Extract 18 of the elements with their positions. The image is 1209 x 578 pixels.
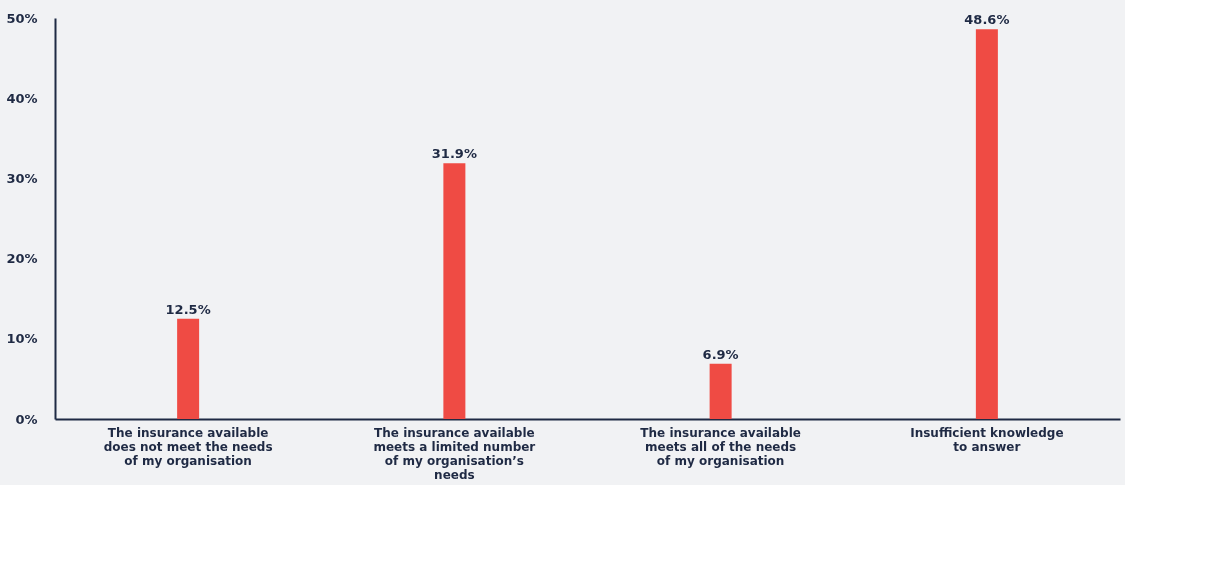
y-tick-label: 10% <box>6 331 38 347</box>
y-tick-label: 50% <box>6 10 38 26</box>
x-tick-label: The insurance available meets all of the needs of my organisation <box>640 425 801 468</box>
bar <box>443 163 466 419</box>
x-tick-label: The insurance available meets a limited number of my organisation’s needs <box>373 425 536 482</box>
y-tick-label: 20% <box>6 251 38 267</box>
data-label: 48.6% <box>964 12 1010 28</box>
bar <box>177 318 200 419</box>
data-label: 6.9% <box>702 346 739 362</box>
y-tick-label: 0% <box>15 411 38 427</box>
bar <box>975 29 998 419</box>
y-tick-label: 40% <box>6 90 38 106</box>
y-tick-label: 30% <box>6 170 38 186</box>
bar <box>709 363 732 419</box>
x-tick-label: Insufficient knowledge to answer <box>910 425 1064 454</box>
x-tick-label: The insurance available does not meet the needs of my organisation <box>103 425 273 468</box>
data-label: 31.9% <box>431 146 477 162</box>
data-label: 12.5% <box>165 301 211 317</box>
